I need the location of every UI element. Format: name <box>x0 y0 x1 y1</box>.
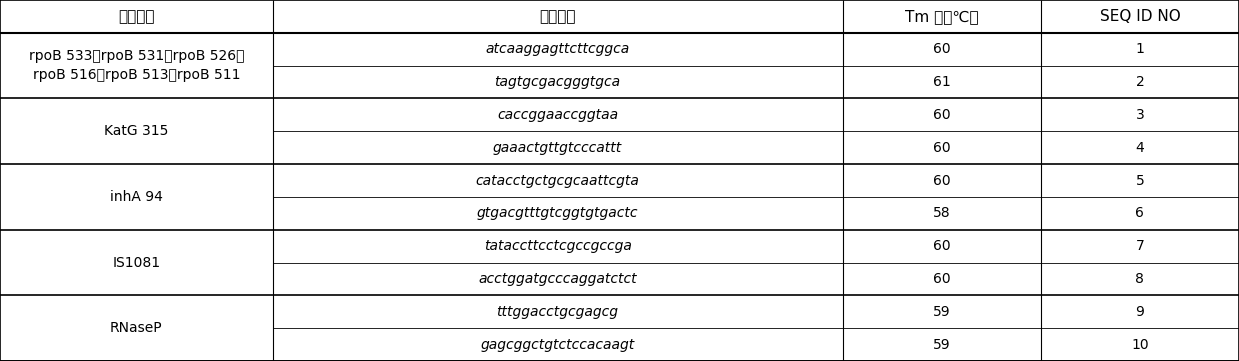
Text: 60: 60 <box>933 272 950 286</box>
Text: 10: 10 <box>1131 338 1149 352</box>
Text: inhA 94: inhA 94 <box>110 190 162 204</box>
Text: 8: 8 <box>1135 272 1145 286</box>
Text: 60: 60 <box>933 239 950 253</box>
Text: KatG 315: KatG 315 <box>104 124 169 138</box>
Text: atcaaggagttcttcggca: atcaaggagttcttcggca <box>486 42 629 56</box>
Text: Tm 値（℃）: Tm 値（℃） <box>904 9 979 24</box>
Text: rpoB 533，rpoB 531，rpoB 526，
rpoB 516，rpoB 513，rpoB 511: rpoB 533，rpoB 531，rpoB 526， rpoB 516，rpo… <box>28 49 244 82</box>
Text: 5: 5 <box>1135 174 1145 187</box>
Text: gagcggctgtctccacaagt: gagcggctgtctccacaagt <box>481 338 634 352</box>
Text: 7: 7 <box>1135 239 1145 253</box>
Text: 61: 61 <box>933 75 950 89</box>
Text: caccggaaccggtaa: caccggaaccggtaa <box>497 108 618 122</box>
Text: 4: 4 <box>1135 141 1145 155</box>
Text: 59: 59 <box>933 338 950 352</box>
Text: 60: 60 <box>933 42 950 56</box>
Text: 3: 3 <box>1135 108 1145 122</box>
Text: 检测目标: 检测目标 <box>118 9 155 24</box>
Text: 59: 59 <box>933 305 950 319</box>
Text: catacctgctgcgcaattcgta: catacctgctgcgcaattcgta <box>476 174 639 187</box>
Text: 60: 60 <box>933 174 950 187</box>
Text: 6: 6 <box>1135 206 1145 220</box>
Text: SEQ ID NO: SEQ ID NO <box>1099 9 1181 24</box>
Text: 9: 9 <box>1135 305 1145 319</box>
Text: tagtgcgacgggtgca: tagtgcgacgggtgca <box>494 75 621 89</box>
Text: acctggatgcccaggatctct: acctggatgcccaggatctct <box>478 272 637 286</box>
Text: 58: 58 <box>933 206 950 220</box>
Text: 60: 60 <box>933 141 950 155</box>
Text: 60: 60 <box>933 108 950 122</box>
Text: gaaactgttgtcccattt: gaaactgttgtcccattt <box>493 141 622 155</box>
Text: RNaseP: RNaseP <box>110 321 162 335</box>
Text: tataccttcctcgccgccga: tataccttcctcgccgccga <box>483 239 632 253</box>
Text: IS1081: IS1081 <box>113 256 160 270</box>
Text: tttggacctgcgagcg: tttggacctgcgagcg <box>497 305 618 319</box>
Text: 引物序列: 引物序列 <box>539 9 576 24</box>
Text: 2: 2 <box>1135 75 1145 89</box>
Text: gtgacgtttgtcggtgtgactc: gtgacgtttgtcggtgtgactc <box>477 206 638 220</box>
Text: 1: 1 <box>1135 42 1145 56</box>
